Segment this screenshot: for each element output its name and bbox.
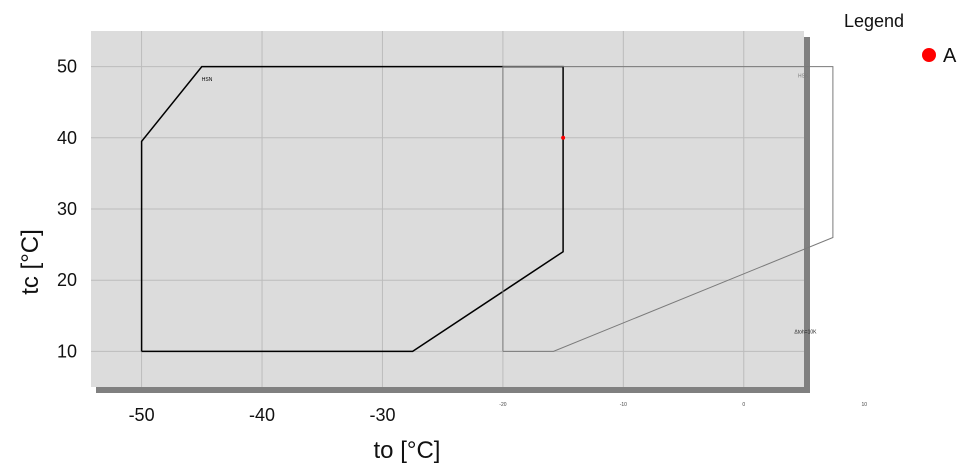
x-tick-label: -40 <box>249 405 275 425</box>
y-tick-label: 40 <box>57 128 77 148</box>
annotation-label: Δtoh=10K <box>794 330 817 336</box>
y-tick-label: 50 <box>57 57 77 77</box>
y-tick-labels: 10 20 30 40 50 <box>57 57 77 362</box>
x-secondary-tick-label: -10 <box>620 402 627 408</box>
legend-entry-label: A <box>943 45 957 67</box>
x-tick-label: -50 <box>129 405 155 425</box>
region-hsk-label: HSK <box>798 73 809 79</box>
y-tick-label: 10 <box>57 341 77 361</box>
data-point-a <box>561 135 566 140</box>
x-secondary-tick-label: -20 <box>499 402 506 408</box>
y-tick-label: 20 <box>57 270 77 290</box>
legend-title: Legend <box>844 11 904 31</box>
x-tick-label: -30 <box>369 405 395 425</box>
legend: Legend A <box>844 11 957 67</box>
x-secondary-tick-label: 10 <box>861 402 867 408</box>
x-secondary-tick-label: 0 <box>742 402 745 408</box>
x-axis-label: to [°C] <box>374 437 441 463</box>
legend-entry: A <box>922 45 957 67</box>
regions: HSN HSK Δtoh=10K <box>140 65 834 353</box>
x-tick-labels: -50 -40 -30 <box>129 405 396 425</box>
y-tick-label: 30 <box>57 199 77 219</box>
y-axis-label: tc [°C] <box>17 229 44 295</box>
region-hsk-outline <box>502 66 834 352</box>
legend-marker <box>922 48 936 62</box>
x-secondary-tick-labels: -20 -10 0 10 <box>499 402 867 408</box>
data-points <box>561 135 566 140</box>
region-hsn-label: HSN <box>202 77 213 83</box>
